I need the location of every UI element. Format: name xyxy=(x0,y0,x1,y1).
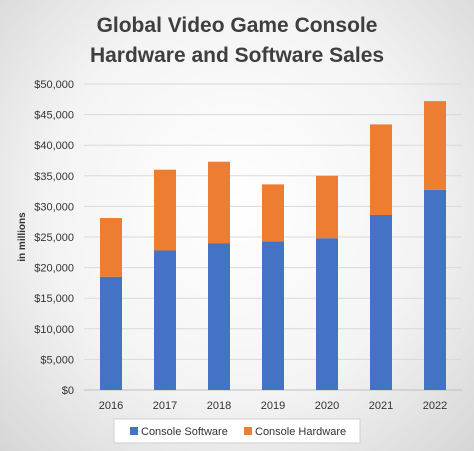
x-tick-label: 2019 xyxy=(261,400,285,412)
y-tick-label: $45,000 xyxy=(34,110,74,122)
y-axis-ticks: $0 $5,000 $10,000 $15,000 $20,000 $25,000 $30,… xyxy=(34,79,74,397)
y-tick-label: $25,000 xyxy=(34,232,74,244)
bar-hardware-2018 xyxy=(208,161,230,244)
bar-software-2019 xyxy=(262,241,284,390)
y-tick-label: $10,000 xyxy=(34,324,74,336)
legend-swatch-hardware xyxy=(244,427,252,435)
bar-hardware-2021 xyxy=(370,124,392,215)
y-tick-label: $15,000 xyxy=(34,293,74,305)
bar-software-2020 xyxy=(316,238,338,390)
x-tick-label: 2022 xyxy=(423,400,447,412)
bar-hardware-2022 xyxy=(424,101,446,190)
bar-software-2017 xyxy=(154,250,176,390)
y-tick-label: $35,000 xyxy=(34,171,74,183)
y-tick-label: $5,000 xyxy=(40,354,74,366)
y-tick-label: $20,000 xyxy=(34,263,74,275)
x-axis-ticks: 2016 2017 2018 2019 2020 2021 2022 xyxy=(99,400,447,412)
y-tick-label: $0 xyxy=(62,385,74,397)
legend-label-software: Console Software xyxy=(141,426,228,438)
chart-title-line-2: Hardware and Software Sales xyxy=(90,44,384,67)
bar-hardware-2017 xyxy=(154,169,176,251)
legend: Console Software Console Hardware xyxy=(113,418,361,444)
x-tick-label: 2020 xyxy=(315,400,339,412)
bar-software-2018 xyxy=(208,243,230,390)
bar-software-2016 xyxy=(100,276,122,390)
x-tick-label: 2017 xyxy=(153,400,177,412)
bar-hardware-2019 xyxy=(262,184,284,242)
chart-title-line-1: Global Video Game Console xyxy=(97,14,378,37)
x-tick-label: 2016 xyxy=(99,400,123,412)
bar-hardware-2016 xyxy=(100,218,122,277)
x-tick-label: 2018 xyxy=(207,400,231,412)
bars xyxy=(100,101,446,390)
y-tick-label: $30,000 xyxy=(34,201,74,213)
y-tick-label: $50,000 xyxy=(34,79,74,91)
y-tick-label: $40,000 xyxy=(34,140,74,152)
legend-swatch-software xyxy=(130,427,138,435)
bar-software-2021 xyxy=(370,214,392,390)
legend-label-hardware: Console Hardware xyxy=(255,426,346,438)
x-tick-label: 2021 xyxy=(369,400,393,412)
legend-box xyxy=(113,418,361,444)
bar-software-2022 xyxy=(424,189,446,390)
y-axis-label: in millions xyxy=(17,212,28,262)
bar-hardware-2020 xyxy=(316,175,338,239)
